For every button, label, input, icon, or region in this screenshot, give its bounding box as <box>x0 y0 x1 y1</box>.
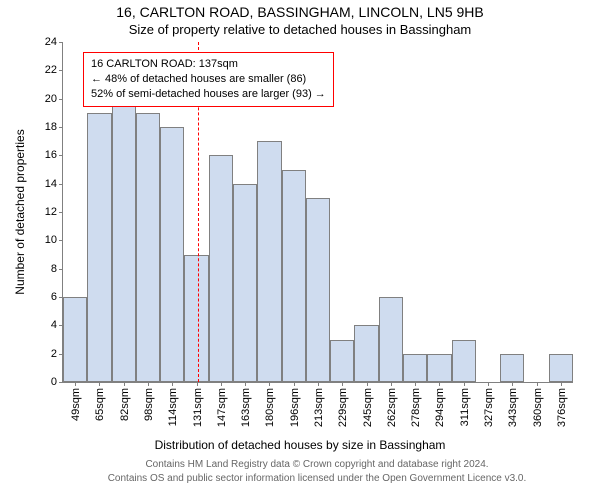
x-tick-mark <box>318 382 319 386</box>
x-tick-label: 262sqm <box>386 388 398 427</box>
x-tick-mark <box>537 382 538 386</box>
histogram-bar <box>452 340 476 383</box>
x-tick-label: 213sqm <box>313 388 325 427</box>
histogram-bar <box>209 155 233 382</box>
histogram-bar <box>354 325 378 382</box>
histogram-bar <box>403 354 427 382</box>
x-tick-label: 147sqm <box>216 388 228 427</box>
x-tick-mark <box>415 382 416 386</box>
y-tick-mark <box>59 127 63 128</box>
x-tick-mark <box>342 382 343 386</box>
page-address-title: 16, CARLTON ROAD, BASSINGHAM, LINCOLN, L… <box>0 4 600 20</box>
y-tick-mark <box>59 70 63 71</box>
x-tick-label: 311sqm <box>459 388 471 426</box>
histogram-bar <box>63 297 87 382</box>
x-tick-mark <box>439 382 440 386</box>
histogram-bar <box>549 354 573 382</box>
x-tick-label: 196sqm <box>289 388 301 427</box>
x-tick-label: 327sqm <box>483 388 495 427</box>
x-tick-mark <box>124 382 125 386</box>
x-tick-label: 65sqm <box>94 388 106 421</box>
x-tick-label: 343sqm <box>507 388 519 427</box>
x-tick-label: 98sqm <box>143 388 155 421</box>
histogram-bar <box>330 340 354 383</box>
x-tick-label: 360sqm <box>532 388 544 427</box>
x-tick-mark <box>464 382 465 386</box>
page-subtitle: Size of property relative to detached ho… <box>0 22 600 37</box>
y-tick-mark <box>59 212 63 213</box>
x-tick-label: 163sqm <box>240 388 252 427</box>
y-tick-mark <box>59 184 63 185</box>
x-tick-label: 82sqm <box>119 388 131 421</box>
histogram-bar <box>257 141 281 382</box>
histogram-bar <box>160 127 184 382</box>
x-tick-mark <box>269 382 270 386</box>
x-tick-mark <box>488 382 489 386</box>
x-tick-label: 114sqm <box>167 388 179 426</box>
footer-line-1: Contains HM Land Registry data © Crown c… <box>145 459 488 470</box>
y-tick-mark <box>59 42 63 43</box>
x-tick-mark <box>294 382 295 386</box>
x-tick-mark <box>245 382 246 386</box>
histogram-bar <box>379 297 403 382</box>
x-tick-label: 245sqm <box>362 388 374 427</box>
x-tick-mark <box>148 382 149 386</box>
histogram-bar <box>306 198 330 382</box>
histogram-bar <box>427 354 451 382</box>
x-tick-mark <box>512 382 513 386</box>
y-axis-label: Number of detached properties <box>13 129 27 294</box>
histogram-bar <box>500 354 524 382</box>
annotation-line: ← 48% of detached houses are smaller (86… <box>91 72 326 87</box>
x-tick-label: 294sqm <box>434 388 446 427</box>
y-tick-mark <box>59 240 63 241</box>
x-tick-mark <box>221 382 222 386</box>
histogram-plot-area: 02468101214161820222449sqm65sqm82sqm98sq… <box>62 42 573 383</box>
y-tick-mark <box>59 382 63 383</box>
annotation-box: 16 CARLTON ROAD: 137sqm← 48% of detached… <box>83 52 334 107</box>
x-tick-mark <box>172 382 173 386</box>
footer-line-2: Contains OS and public sector informatio… <box>108 473 527 484</box>
x-tick-label: 180sqm <box>264 388 276 427</box>
histogram-bar <box>112 99 136 382</box>
x-tick-mark <box>99 382 100 386</box>
histogram-bar <box>282 170 306 383</box>
y-tick-mark <box>59 155 63 156</box>
annotation-line: 52% of semi-detached houses are larger (… <box>91 87 326 102</box>
y-tick-mark <box>59 99 63 100</box>
x-tick-mark <box>391 382 392 386</box>
x-tick-label: 278sqm <box>410 388 422 427</box>
footer-attribution: Contains HM Land Registry data © Crown c… <box>62 458 572 485</box>
x-tick-label: 376sqm <box>556 388 568 427</box>
x-tick-label: 229sqm <box>337 388 349 427</box>
x-tick-mark <box>561 382 562 386</box>
histogram-bar <box>87 113 111 382</box>
histogram-bar <box>233 184 257 382</box>
x-tick-mark <box>75 382 76 386</box>
histogram-bar <box>136 113 160 382</box>
annotation-line: 16 CARLTON ROAD: 137sqm <box>91 57 326 72</box>
x-tick-mark <box>367 382 368 386</box>
y-tick-mark <box>59 269 63 270</box>
histogram-bar <box>184 255 208 383</box>
x-tick-label: 131sqm <box>192 388 204 427</box>
x-tick-label: 49sqm <box>70 388 82 421</box>
x-tick-mark <box>197 382 198 386</box>
x-axis-label: Distribution of detached houses by size … <box>0 438 600 452</box>
